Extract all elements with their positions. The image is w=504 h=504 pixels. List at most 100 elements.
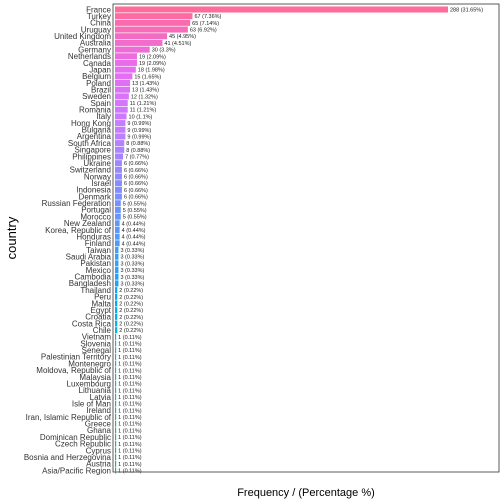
bar-value-label: 1 (0.11%) — [118, 469, 142, 475]
y-tick-label: Moldova, Republic of — [36, 366, 111, 375]
bar-value-label: 1 (0.11%) — [118, 428, 142, 434]
bar — [115, 166, 122, 173]
bar — [115, 133, 126, 140]
y-tick-label: Finland — [85, 239, 111, 248]
bar-value-label: 1 (0.11%) — [118, 448, 142, 454]
bar — [115, 160, 122, 167]
bar-value-label: 19 (2.09%) — [139, 54, 166, 60]
y-tick-label: Malta — [91, 299, 111, 308]
y-tick-label: Cyprus — [86, 446, 111, 455]
bar — [115, 206, 121, 213]
y-tick-label: Vietnam — [82, 333, 112, 342]
bar — [115, 293, 118, 300]
y-tick-label: Switzerland — [70, 166, 111, 175]
y-tick-label: Dominican Republic — [40, 433, 111, 442]
bar — [115, 454, 117, 461]
bar-value-label: 1 (0.11%) — [118, 362, 142, 368]
y-tick-label: Turkey — [87, 12, 111, 21]
bar-value-label: 13 (1.43%) — [132, 88, 159, 94]
y-tick-label: Canada — [83, 59, 112, 68]
bar-value-label: 3 (0.33%) — [120, 268, 144, 274]
bar — [115, 447, 117, 454]
bar-value-label: 288 (31.65%) — [450, 8, 483, 14]
bar-value-label: 9 (0.99%) — [127, 134, 151, 140]
bar — [115, 440, 117, 447]
y-tick-label: Chile — [93, 326, 112, 335]
bar-value-label: 63 (6.92%) — [190, 28, 217, 34]
bar — [115, 73, 133, 80]
bar — [115, 200, 121, 207]
y-tick-label: Argentina — [77, 132, 112, 141]
y-tick-label: Ghana — [87, 426, 112, 435]
y-tick-label: Pakistan — [80, 259, 111, 268]
bar — [115, 39, 163, 46]
bar-value-label: 2 (0.22%) — [119, 322, 143, 328]
bar — [115, 434, 117, 441]
bar — [115, 460, 117, 467]
y-tick-label: Japan — [89, 65, 111, 74]
bar — [115, 100, 128, 107]
bar — [115, 46, 150, 53]
bar-value-label: 3 (0.33%) — [120, 275, 144, 281]
y-tick-label: Mexico — [86, 266, 112, 275]
y-tick-label: Denmark — [79, 192, 112, 201]
y-tick-label: Isle of Man — [72, 399, 111, 408]
y-tick-label: Ukraine — [83, 159, 111, 168]
bar — [115, 260, 119, 267]
bar-value-label: 1 (0.11%) — [118, 455, 142, 461]
bar — [115, 467, 117, 474]
bar-value-label: 4 (0.44%) — [122, 221, 146, 227]
bar — [115, 186, 122, 193]
y-tick-label: Bangladesh — [69, 279, 111, 288]
y-tick-label: Hong Kong — [71, 119, 111, 128]
bar-value-label: 3 (0.33%) — [120, 281, 144, 287]
bar-value-label: 12 (1.32%) — [131, 94, 158, 100]
bar-value-label: 1 (0.11%) — [118, 388, 142, 394]
y-tick-label: France — [86, 5, 111, 14]
bar-value-label: 2 (0.22%) — [119, 315, 143, 321]
y-tick-label: Australia — [80, 39, 112, 48]
x-axis-title: Frequency / (Percentage %) — [237, 487, 375, 499]
y-tick-label: Latvia — [90, 393, 112, 402]
y-tick-label: Lithuania — [79, 386, 112, 395]
y-tick-label: Croatia — [85, 313, 111, 322]
bar-value-label: 1 (0.11%) — [118, 368, 142, 374]
bar-value-label: 3 (0.33%) — [120, 261, 144, 267]
bar — [115, 19, 191, 26]
bar-value-label: 67 (7.36%) — [194, 14, 221, 20]
bar — [115, 106, 128, 113]
bar-value-label: 6 (0.66%) — [124, 168, 148, 174]
bar-value-label: 8 (0.88%) — [126, 148, 150, 154]
y-tick-label: Brazil — [91, 85, 111, 94]
bar-value-label: 30 (3.3%) — [152, 48, 176, 54]
bar — [115, 400, 117, 407]
y-tick-label: Norway — [84, 172, 111, 181]
bar — [115, 13, 193, 20]
bar-value-label: 1 (0.11%) — [118, 382, 142, 388]
bar — [115, 86, 131, 93]
y-tick-label: Egypt — [91, 306, 112, 315]
bar — [115, 173, 122, 180]
bar — [115, 79, 131, 86]
y-tick-label: Sweden — [82, 92, 111, 101]
bar — [115, 93, 129, 100]
y-tick-label: Costa Rica — [72, 319, 112, 328]
bar-value-label: 2 (0.22%) — [119, 295, 143, 301]
y-tick-label: Iran, Islamic Republic of — [26, 413, 112, 422]
bar — [115, 280, 119, 287]
y-tick-label: Ireland — [87, 406, 111, 415]
y-tick-label: Netherlands — [68, 52, 111, 61]
bar — [115, 347, 117, 354]
y-tick-label: Italy — [96, 112, 111, 121]
y-tick-label: Slovenia — [80, 339, 111, 348]
bar — [115, 373, 117, 380]
bar — [115, 53, 137, 60]
y-tick-label: Peru — [94, 293, 111, 302]
bar — [115, 333, 117, 340]
bar — [115, 287, 118, 294]
bar — [115, 414, 117, 421]
bar — [115, 253, 119, 260]
y-tick-label: United Kingdom — [54, 32, 111, 41]
bar-value-label: 5 (0.55%) — [123, 208, 147, 214]
